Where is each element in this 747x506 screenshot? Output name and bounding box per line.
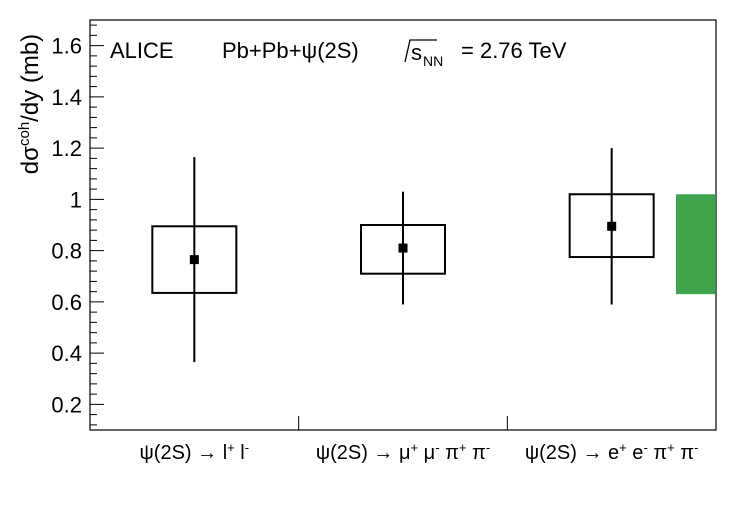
data-marks <box>151 148 716 363</box>
x-tick-label: ψ(2S) → l+ l- <box>140 440 250 465</box>
data-point <box>607 221 617 231</box>
y-axis-label-sup: coh <box>16 122 33 146</box>
y-tick-label: 1.6 <box>51 34 82 59</box>
y-tick-label: 0.6 <box>51 290 82 315</box>
sqrt-sign <box>404 39 437 63</box>
energy-symbol: s <box>411 40 422 65</box>
data-point <box>189 255 199 265</box>
y-axis-label-main: dσ <box>17 146 44 174</box>
y-tick-label: 0.2 <box>51 392 82 417</box>
y-tick-label: 1.4 <box>51 85 82 110</box>
y-tick-label: 0.4 <box>51 341 82 366</box>
x-tick-label: ψ(2S) → μ+ μ- π+ π- <box>316 440 490 465</box>
y-axis-label: dσcoh/dy (mb) <box>16 34 44 174</box>
energy-value: = 2.76 TeV <box>461 38 567 63</box>
energy-subscript: NN <box>423 53 443 69</box>
y-tick-label: 0.8 <box>51 239 82 264</box>
system-label: Pb+Pb+ψ(2S) <box>222 38 359 63</box>
x-tick-label: ψ(2S) → e+ e- π+ π- <box>525 440 699 465</box>
y-axis-label-tail: /dy (mb) <box>17 34 44 122</box>
correlated-uncertainty-band <box>676 194 716 295</box>
x-axis: ψ(2S) → l+ l-ψ(2S) → μ+ μ- π+ π-ψ(2S) → … <box>140 416 699 465</box>
y-tick-label: 1.2 <box>51 136 82 161</box>
experiment-label: ALICE <box>110 38 174 63</box>
y-tick-label: 1 <box>70 187 82 212</box>
data-point <box>398 243 408 253</box>
y-axis: 0.2 0.4 0.6 0.8 1 1.2 1.4 1.6 <box>51 24 104 426</box>
